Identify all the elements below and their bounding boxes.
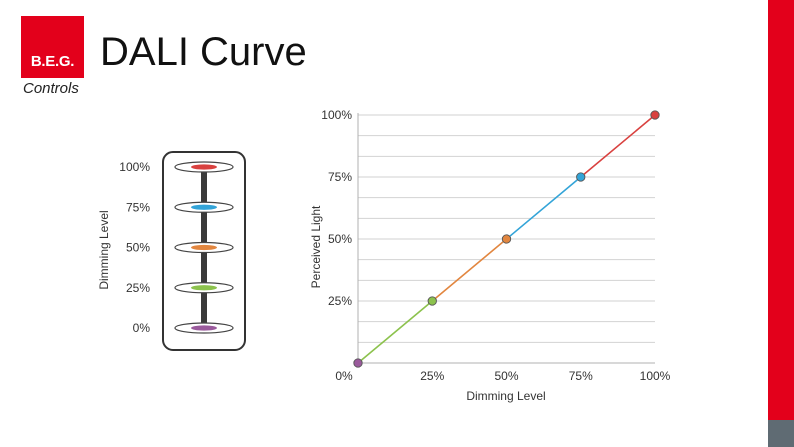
data-point-2 bbox=[501, 234, 512, 244]
logo-subtitle: Controls bbox=[23, 80, 79, 97]
data-point-0 bbox=[353, 358, 363, 368]
accent-bar bbox=[768, 0, 794, 447]
series-segment-0 bbox=[357, 300, 433, 364]
level-color-1 bbox=[191, 204, 217, 210]
data-point-1 bbox=[427, 296, 437, 306]
beg-logo: B.E.G. Controls bbox=[20, 16, 86, 97]
series-segment-3 bbox=[580, 114, 656, 178]
level-label-0: 100% bbox=[119, 160, 150, 174]
level-label-4: 0% bbox=[133, 321, 151, 335]
data-point-4 bbox=[650, 110, 660, 120]
level-label-2: 50% bbox=[126, 241, 150, 255]
series-segment-2 bbox=[505, 176, 582, 240]
x-tick-label-4: 100% bbox=[640, 369, 671, 383]
chart-ylabel: Perceived Light bbox=[309, 205, 323, 288]
level-color-2 bbox=[191, 244, 217, 251]
slide-title: DALI Curve bbox=[100, 30, 307, 74]
accent-bar-footer bbox=[768, 420, 794, 447]
data-point-3 bbox=[576, 172, 586, 182]
x-tick-label-2: 50% bbox=[494, 369, 518, 383]
level-color-4 bbox=[191, 325, 217, 331]
y-tick-label-3: 100% bbox=[321, 108, 352, 122]
logo-mark: B.E.G. bbox=[21, 16, 84, 78]
y-tick-label-2: 75% bbox=[328, 170, 352, 184]
chart-xlabel: Dimming Level bbox=[466, 389, 545, 403]
level-color-0 bbox=[191, 164, 217, 170]
series-segment-1 bbox=[431, 238, 508, 302]
level-color-3 bbox=[191, 285, 217, 291]
x-tick-label-3: 75% bbox=[569, 369, 593, 383]
y-tick-label-1: 50% bbox=[328, 232, 352, 246]
x-tick-label-1: 25% bbox=[420, 369, 444, 383]
level-label-3: 25% bbox=[126, 281, 150, 295]
x-tick-label-0: 0% bbox=[335, 369, 353, 383]
level-label-1: 75% bbox=[126, 200, 150, 214]
logo-text: B.E.G. bbox=[30, 53, 75, 70]
y-tick-label-0: 25% bbox=[328, 294, 352, 308]
diagram-ylabel: Dimming Level bbox=[97, 210, 111, 289]
